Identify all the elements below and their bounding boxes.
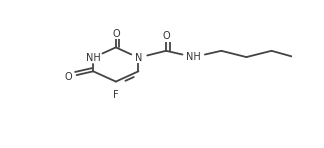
- Text: NH: NH: [186, 52, 201, 62]
- Text: O: O: [162, 31, 170, 41]
- Text: O: O: [64, 72, 72, 82]
- Text: O: O: [112, 29, 120, 39]
- Text: N: N: [135, 53, 142, 63]
- Text: F: F: [113, 90, 119, 100]
- Text: NH: NH: [86, 53, 101, 63]
